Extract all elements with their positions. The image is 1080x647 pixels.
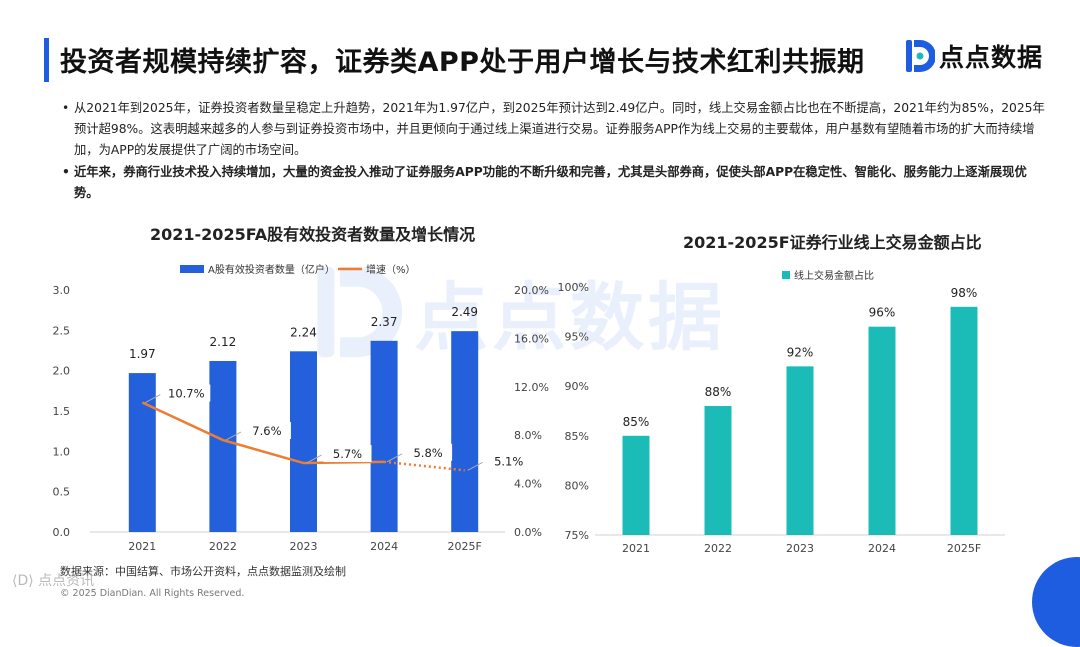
line-label-leader: [306, 454, 322, 464]
logo-d-icon: [905, 39, 936, 73]
bullet-item: 近年来，券商行业技术投入持续增加，大量的资金投入推动了证券服务APP功能的不断升…: [62, 162, 1047, 204]
corner-watermark: ⟨D⟩ 点点资讯: [12, 573, 95, 589]
bar-online-share: [868, 326, 896, 535]
y-tick-label: 95%: [565, 331, 589, 344]
x-tick-label: 2023: [290, 540, 318, 553]
line-label-leader: [386, 453, 403, 463]
bar-value-label: 2.49: [451, 305, 478, 319]
y-tick-label: 75%: [565, 529, 589, 542]
bar-online-share: [950, 306, 978, 535]
bullet-item: 从2021年到2025年，证券投资者数量呈稳定上升趋势，2021年为1.97亿户…: [62, 98, 1047, 161]
bar-online-share: [622, 435, 650, 535]
bar-online-share: [786, 366, 814, 535]
page-title: 投资者规模持续扩容，证券类APP处于用户增长与技术红利共振期: [60, 47, 865, 78]
y-tick-label: 2.0: [53, 365, 71, 378]
line-value-label: 5.7%: [333, 447, 362, 461]
bar-investors: [209, 360, 237, 532]
x-tick-label: 2024: [868, 542, 896, 555]
line-value-label: 10.7%: [168, 387, 205, 401]
x-tick-label: 2021: [128, 540, 156, 553]
line-label-bg: [323, 445, 372, 463]
online-share-chart: 线上交易金额占比 75% 80% 85% 90% 95% 100% 85% 2021 88% 202…: [558, 269, 1005, 555]
y-tick-label: 90%: [565, 380, 589, 393]
y-tick-label: 85%: [565, 430, 589, 443]
growth-rate-forecast-line: [383, 460, 465, 472]
chart1-title: 2021-2025FA股有效投资者数量及增长情况: [150, 225, 476, 244]
y2-tick-label: 0.0%: [514, 526, 542, 539]
y2-tick-label: 4.0%: [514, 478, 542, 491]
data-source: 数据来源：中国结算、市场公开资料，点点数据监测及绘制: [60, 565, 346, 578]
legend-label-line: 增速（%）: [366, 263, 416, 276]
bar-investors: [290, 351, 317, 532]
line-label-bg: [484, 452, 533, 470]
legend-swatch: [782, 271, 790, 279]
line-label-bg: [162, 384, 211, 402]
copyright: © 2025 DianDian. All Rights Reserved.: [60, 588, 245, 599]
x-tick-label: 2024: [370, 540, 398, 553]
y2-tick-label: 8.0%: [514, 429, 542, 442]
growth-rate-line: [141, 401, 385, 465]
bar-value-label: 92%: [787, 345, 814, 359]
bar-value-label: 96%: [869, 306, 896, 320]
y-tick-label: 0.5: [53, 486, 71, 499]
y-tick-label: 100%: [558, 281, 589, 294]
y-tick-label: 2.5: [53, 324, 71, 337]
bar-online-share: [704, 406, 732, 535]
x-tick-label: 2023: [786, 542, 814, 555]
bar-value-label: 88%: [705, 385, 732, 399]
y2-tick-label: 16.0%: [514, 332, 549, 345]
x-tick-label: 2022: [704, 542, 732, 555]
y2-tick-label: 20.0%: [514, 284, 549, 297]
line-label-leader: [145, 394, 161, 403]
line-label-bg: [404, 443, 453, 461]
summary-bullets: 从2021年到2025年，证券投资者数量呈稳定上升趋势，2021年为1.97亿户…: [62, 98, 1047, 205]
bar-investors: [451, 331, 479, 532]
y-tick-label: 3.0: [53, 284, 71, 297]
bar-value-label: 98%: [951, 286, 978, 300]
logo-text: 点点数据: [939, 43, 1044, 72]
line-value-label: 5.8%: [413, 446, 442, 460]
line-label-leader: [225, 431, 242, 441]
line-label-bg: [242, 422, 291, 440]
line-value-label: 7.6%: [252, 424, 281, 438]
brand-logo: 点点数据: [905, 38, 1043, 74]
chart2-title: 2021-2025F证券行业线上交易金额占比: [683, 233, 982, 252]
corner-decoration: [1032, 557, 1080, 647]
line-label-leader: [467, 461, 483, 471]
y-tick-label: 1.5: [53, 405, 71, 418]
line-value-label: 5.1%: [494, 454, 523, 468]
y-tick-label: 1.0: [53, 445, 71, 458]
title-accent-bar: [44, 38, 49, 82]
legend-swatch-bars: [180, 265, 204, 273]
bar-value-label: 85%: [623, 415, 650, 429]
bar-value-label: 2.37: [371, 315, 398, 329]
y-tick-label: 0.0: [53, 526, 71, 539]
investor-count-chart: A股有效投资者数量（亿户） 增速（%） 0.0 0.5 1.0 1.5 2.0 2.5 3.0 0…: [53, 263, 549, 553]
x-tick-label: 2022: [209, 540, 237, 553]
y2-tick-label: 12.0%: [514, 381, 549, 394]
y-tick-label: 80%: [565, 479, 589, 492]
x-tick-label: 2025F: [947, 542, 981, 555]
legend-label: 线上交易金额占比: [794, 269, 874, 282]
legend-label-bars: A股有效投资者数量（亿户）: [208, 263, 335, 276]
x-tick-label: 2025F: [448, 540, 482, 553]
x-tick-label: 2021: [622, 542, 650, 555]
bar-investors: [370, 340, 398, 532]
bar-investors: [128, 373, 156, 532]
bar-value-label: 2.12: [210, 335, 237, 349]
bar-value-label: 1.97: [129, 347, 156, 361]
bar-value-label: 2.24: [290, 325, 317, 339]
